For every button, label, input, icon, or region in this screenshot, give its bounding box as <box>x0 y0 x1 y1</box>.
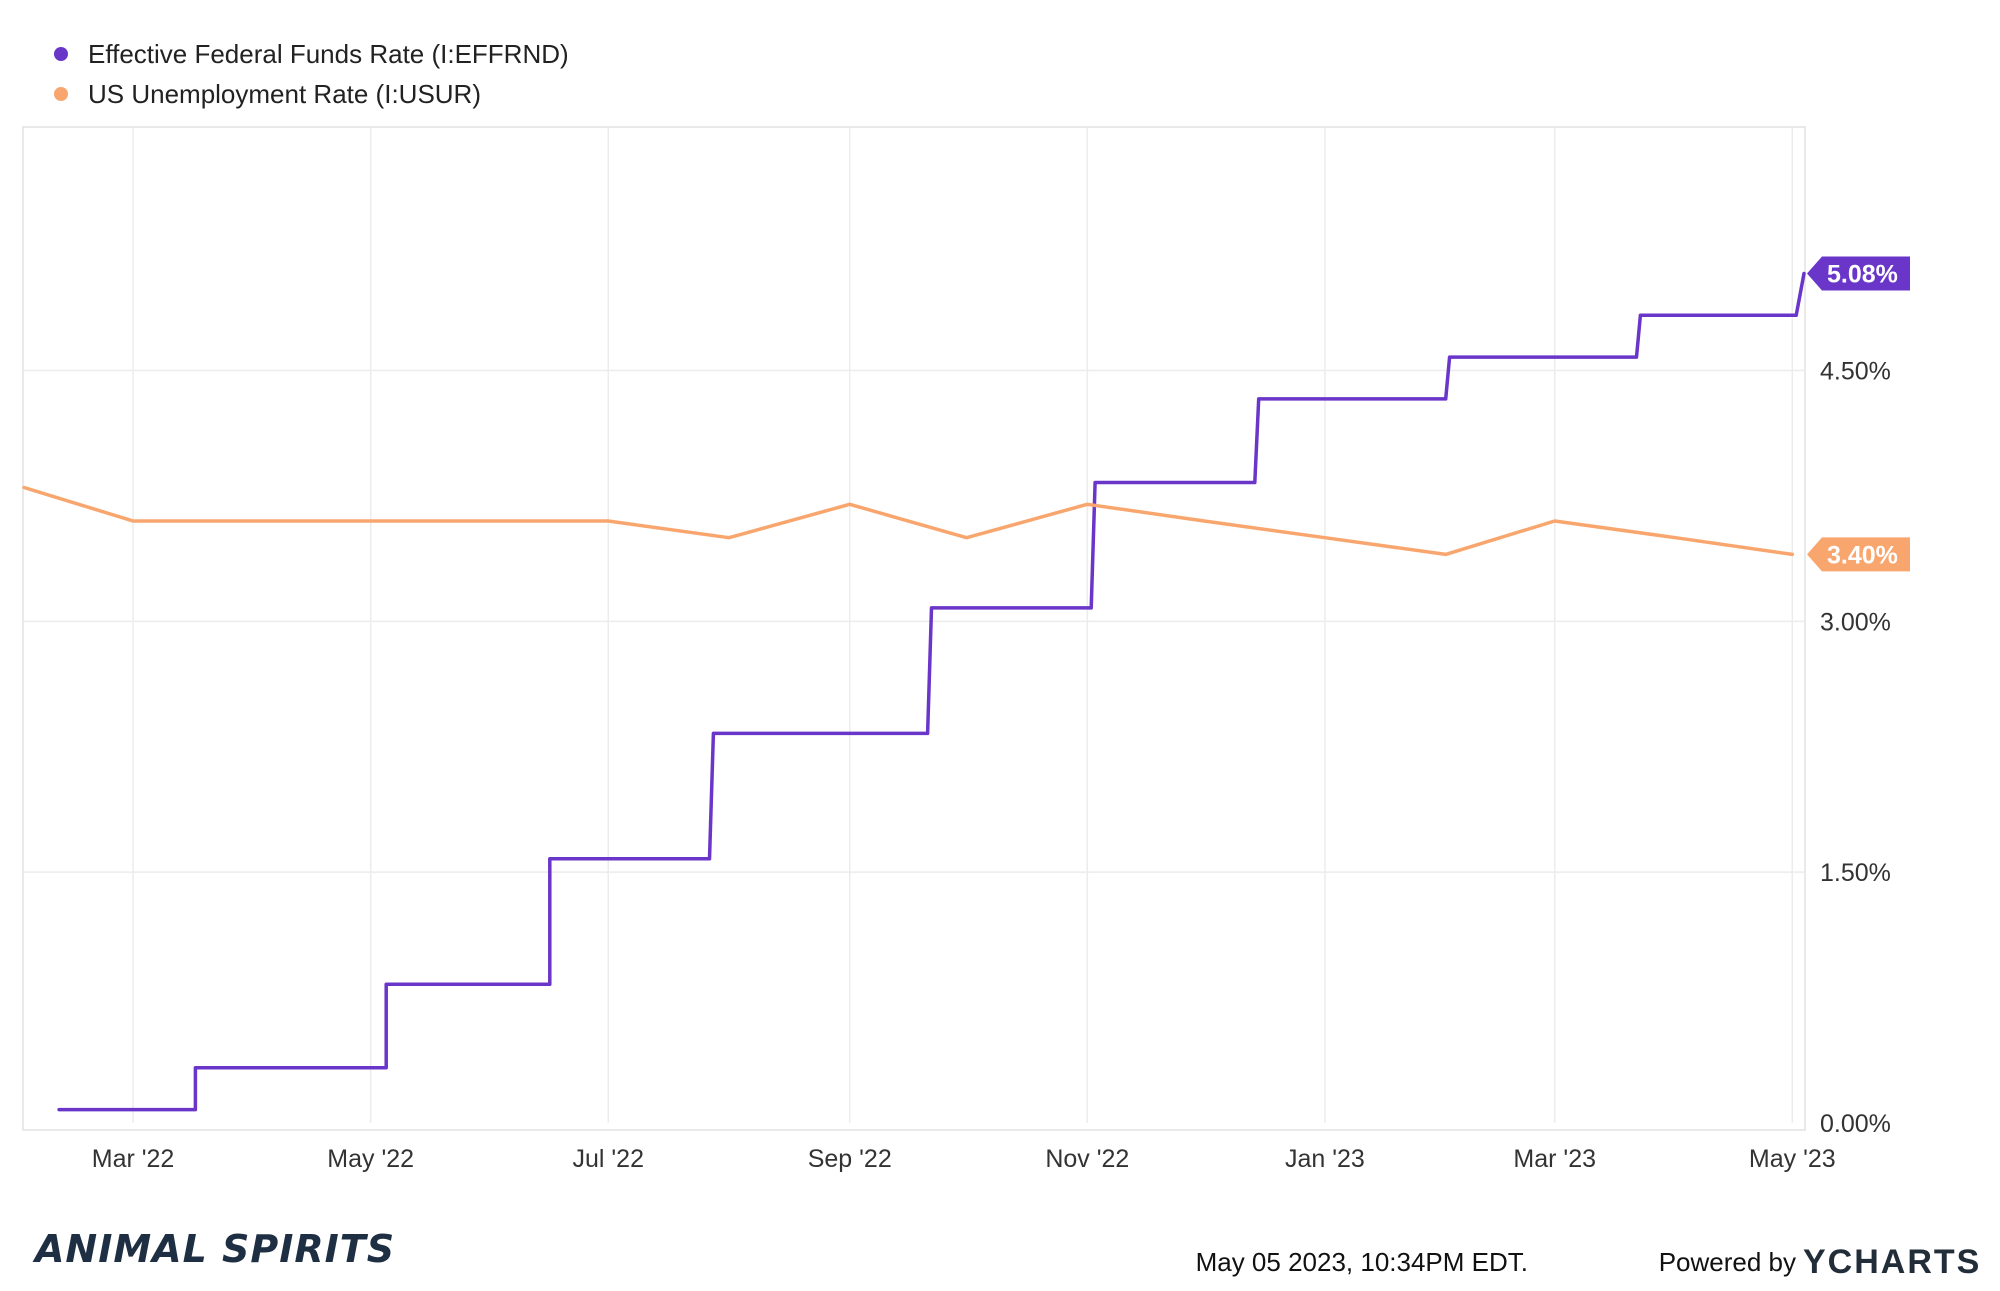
badge-shape <box>1807 256 1910 291</box>
badge-shape <box>1807 537 1910 572</box>
last-value-badges: 5.08% 3.40% <box>1807 256 1910 572</box>
x-tick-label: Mar '23 <box>1513 1145 1596 1173</box>
x-tick-label: May '22 <box>327 1145 414 1173</box>
y-tick-label: 3.00% <box>1820 608 1891 636</box>
footer-timestamp: May 05 2023, 10:34PM EDT. <box>1196 1247 1528 1277</box>
x-tick-label: Jul '22 <box>573 1145 644 1173</box>
y-tick-label: 1.50% <box>1820 859 1891 887</box>
y-axis: 0.00% 1.50% 3.00% 4.50% <box>1820 357 1891 1138</box>
legend-marker-fed-funds <box>54 47 68 61</box>
x-tick-label: May '23 <box>1749 1145 1836 1173</box>
x-tick-label: Mar '22 <box>92 1145 175 1173</box>
footer: ANIMAL SPIRITS May 05 2023, 10:34PM EDT.… <box>32 1227 1981 1281</box>
animal-spirits-logo: ANIMAL SPIRITS <box>32 1227 395 1271</box>
plot-area <box>22 126 1806 1131</box>
series-line-fed-funds <box>57 271 1806 1112</box>
x-tick-label: Sep '22 <box>808 1145 892 1173</box>
badge-fed-funds: 5.08% <box>1807 256 1910 291</box>
badge-unemployment: 3.40% <box>1807 537 1910 572</box>
last-value-label: 3.40% <box>1827 541 1898 569</box>
legend-marker-unemployment <box>54 87 68 101</box>
x-tick-label: Nov '22 <box>1045 1145 1129 1173</box>
x-axis: Mar '22 May '22 Jul '22 Sep '22 Nov '22 Jan '… <box>92 1145 1836 1173</box>
legend-label-fed-funds: Effective Federal Funds Rate (I:EFFRND) <box>88 39 569 69</box>
grid <box>24 128 1804 1123</box>
legend-label-unemployment: US Unemployment Rate (I:USUR) <box>88 79 481 109</box>
footer-powered-by: Powered by <box>1659 1247 1796 1277</box>
series-line-unemployment <box>22 485 1795 557</box>
y-tick-label: 4.50% <box>1820 357 1891 385</box>
y-tick-label: 0.00% <box>1820 1110 1891 1138</box>
last-value-label: 5.08% <box>1827 260 1898 288</box>
x-tick-label: Jan '23 <box>1285 1145 1365 1173</box>
ycharts-logo: YCHARTS <box>1803 1243 1981 1281</box>
series-layer <box>22 271 1806 1112</box>
legend: Effective Federal Funds Rate (I:EFFRND) … <box>54 39 569 109</box>
